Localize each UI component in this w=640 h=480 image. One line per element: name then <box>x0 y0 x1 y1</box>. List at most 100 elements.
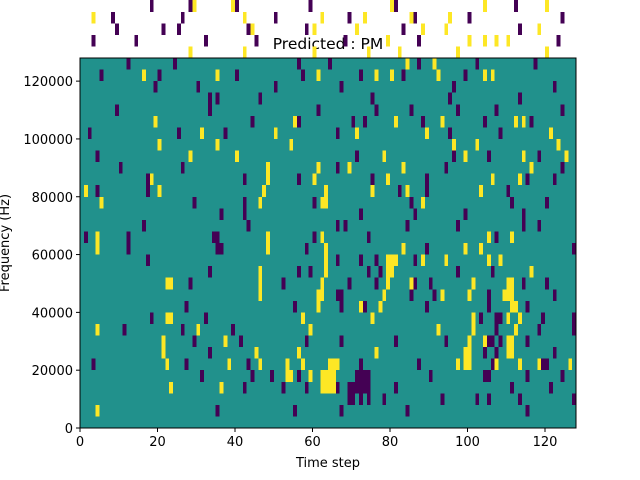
heatmap-cell-high <box>200 127 204 139</box>
heatmap-cell-high <box>300 312 305 324</box>
heatmap-cell-low <box>529 115 534 128</box>
heatmap-cell-high <box>316 69 321 82</box>
heatmap-cell-low <box>432 289 437 301</box>
heatmap-cell-low <box>405 219 410 232</box>
heatmap-cell-low <box>200 370 204 382</box>
heatmap-cell-high <box>421 23 425 35</box>
heatmap-cell-low <box>475 393 480 405</box>
y-axis-label: Frequency (Hz) <box>0 194 13 292</box>
heatmap-cell-low <box>448 92 452 105</box>
heatmap-cell-low <box>362 370 367 382</box>
heatmap-cell-high <box>545 0 549 12</box>
heatmap-cell-high <box>483 335 487 348</box>
heatmap-cell-low <box>366 231 371 243</box>
heatmap-cell-high <box>440 289 445 301</box>
heatmap-cell-low <box>490 335 495 348</box>
heatmap-cell-low <box>359 393 363 405</box>
heatmap-cell-low <box>192 335 197 348</box>
heatmap-cell-high <box>390 0 394 12</box>
heatmap-cell-low <box>359 208 363 220</box>
heatmap-cell-high <box>444 254 449 267</box>
heatmap-cell-low <box>297 58 301 70</box>
heatmap-cell-low <box>149 0 154 12</box>
heatmap-cell-high <box>316 300 321 313</box>
heatmap-cell-high <box>300 358 305 371</box>
heatmap-cell-low <box>242 208 247 220</box>
heatmap-cell-high <box>405 58 410 70</box>
heatmap-cell-low <box>126 243 131 255</box>
heatmap-cell-low <box>111 11 115 24</box>
heatmap-cell-low <box>517 92 522 105</box>
heatmap-cell-high <box>483 69 487 82</box>
heatmap-cell-low <box>537 323 542 336</box>
heatmap-cell-low <box>308 266 313 278</box>
heatmap-cell-high <box>328 358 332 371</box>
heatmap-cell-low <box>463 69 468 82</box>
heatmap-cell-low <box>281 277 286 290</box>
heatmap-cell-low <box>552 347 557 359</box>
x-tick-label: 120 <box>533 435 558 450</box>
heatmap-cell-high <box>506 289 511 301</box>
heatmap-cell-high <box>328 381 332 394</box>
x-tick-label: 100 <box>455 435 480 450</box>
heatmap-cell-low <box>455 219 460 232</box>
heatmap-cell-low <box>374 104 379 116</box>
heatmap-cell-low <box>304 23 309 35</box>
heatmap-cell-high <box>510 300 514 313</box>
heatmap-cell-low <box>370 173 375 186</box>
heatmap-cell-low <box>556 34 561 47</box>
heatmap-cell-low <box>533 58 538 70</box>
heatmap-cell-low <box>424 173 429 186</box>
heatmap-cell-high <box>455 358 460 371</box>
heatmap-cell-high <box>331 381 336 394</box>
heatmap-cell-high <box>401 162 406 174</box>
heatmap-cell-high <box>188 46 193 58</box>
heatmap-cell-low <box>219 208 224 220</box>
heatmap-cell-high <box>548 127 553 139</box>
heatmap-cell-low <box>231 323 235 336</box>
heatmap-cell-low <box>409 196 414 209</box>
x-tick-label: 40 <box>227 435 244 450</box>
heatmap-cell-high <box>467 34 472 47</box>
heatmap-cell-low <box>374 277 379 290</box>
heatmap-cell-low <box>153 81 158 93</box>
heatmap-cell-low <box>413 277 418 290</box>
heatmap-cell-low <box>91 34 96 47</box>
heatmap-cell-low <box>149 312 154 324</box>
heatmap-cell-high <box>390 69 394 82</box>
heatmap-cell-low <box>486 335 491 348</box>
heatmap-cell-high <box>374 347 379 359</box>
heatmap-cell-low <box>273 81 278 93</box>
heatmap-cell-low <box>483 115 487 128</box>
heatmap-cell-high <box>355 127 359 139</box>
heatmap-cell-low <box>545 277 549 290</box>
heatmap-cell-high <box>421 254 425 267</box>
heatmap-cell-high <box>494 34 499 47</box>
heatmap-cell-low <box>207 347 212 359</box>
heatmap-cell-high <box>502 289 507 301</box>
heatmap-cell-low <box>339 404 344 417</box>
heatmap-cell-low <box>517 393 522 405</box>
heatmap-cell-high <box>169 312 173 324</box>
heatmap-cell-low <box>552 81 557 93</box>
heatmap-cell-low <box>304 335 309 348</box>
heatmap-cell-low <box>281 381 286 394</box>
heatmap-cell-low <box>440 393 445 405</box>
heatmap-cell-high <box>273 127 278 139</box>
heatmap-cell-low <box>424 300 429 313</box>
heatmap-cell-low <box>347 393 352 405</box>
heatmap-cell-high <box>324 185 328 197</box>
heatmap-cell-low <box>250 115 255 128</box>
heatmap-cell-high <box>362 11 367 24</box>
heatmap-cell-high <box>517 358 522 371</box>
heatmap-cell-low <box>343 219 348 232</box>
x-axis: 0 20 40 60 80 100 120 <box>76 428 558 450</box>
heatmap-cell-high <box>266 243 270 255</box>
heatmap-cell-low <box>428 370 433 382</box>
heatmap-cell-high <box>266 173 270 186</box>
heatmap-cell-high <box>467 347 472 359</box>
heatmap-cell-high <box>506 312 511 324</box>
heatmap-cell-low <box>339 335 344 348</box>
heatmap-cell-high <box>568 358 573 371</box>
heatmap-cell-high <box>289 138 294 151</box>
